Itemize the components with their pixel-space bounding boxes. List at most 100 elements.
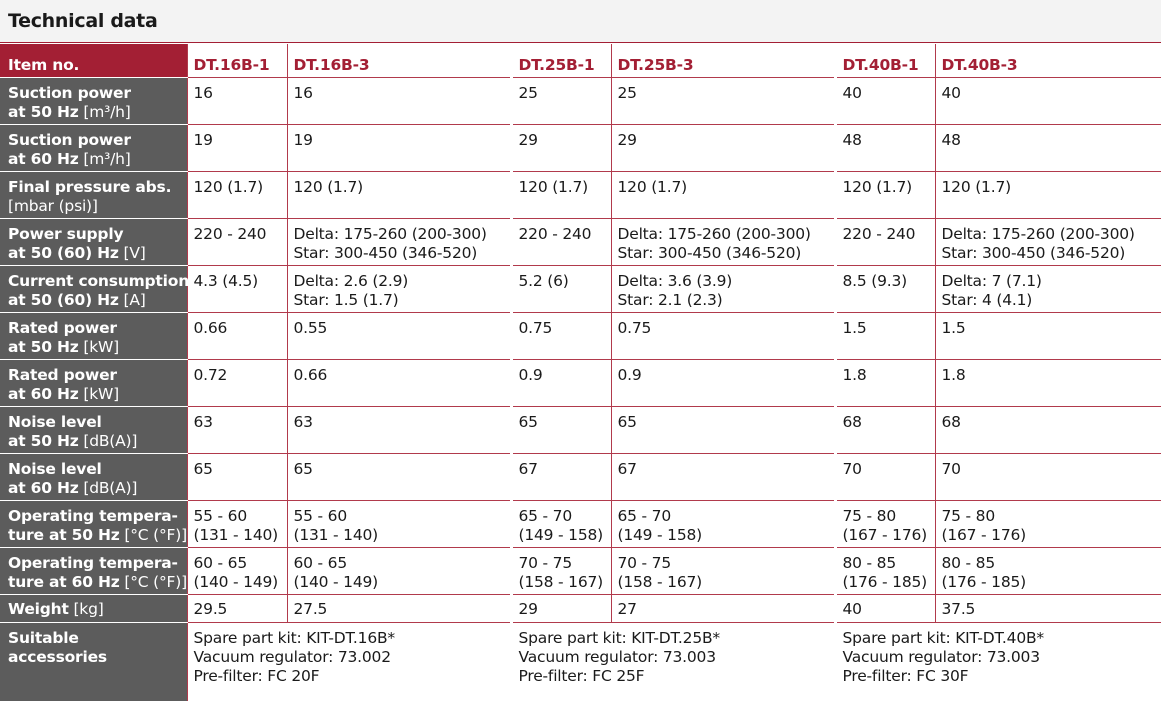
spec-value: 80 - 85(176 - 185)	[835, 547, 935, 594]
spec-value: 220 - 240	[187, 218, 287, 265]
header-label: Item no.	[0, 44, 187, 77]
spec-row: Final pressure abs.[mbar (psi)]120 (1.7)…	[0, 171, 1161, 218]
spec-value-line: 40	[843, 84, 935, 103]
spec-value-line: 68	[942, 413, 1161, 432]
technical-data-table: Item no. DT.16B-1 DT.16B-3 DT.25B-1 DT.2…	[0, 44, 1161, 701]
spec-label-text: at 50 Hz	[8, 432, 79, 450]
spec-value-line: Delta: 175-260 (200-300)	[618, 225, 834, 244]
spec-value-line: 55 - 60	[294, 507, 510, 526]
accessory-item: Vacuum regulator: 73.003	[519, 648, 834, 667]
spec-label-line: at 50 (60) Hz [V]	[8, 244, 187, 263]
spec-label-text: Noise level	[8, 413, 102, 431]
spec-label-line: Rated power	[8, 319, 187, 338]
spec-value-line: (158 - 167)	[519, 573, 611, 592]
spec-label-text: at 50 (60) Hz	[8, 291, 119, 309]
accessory-item: Pre-filter: FC 25F	[519, 667, 834, 686]
weight-label-text: Weight	[8, 600, 69, 618]
spec-value: 60 - 65(140 - 149)	[187, 547, 287, 594]
spec-value-line: 63	[294, 413, 510, 432]
spec-value-line: 80 - 85	[843, 554, 935, 573]
accessory-item: Vacuum regulator: 73.002	[194, 648, 510, 667]
spec-value-line: (140 - 149)	[294, 573, 510, 592]
spec-value: 0.75	[511, 312, 611, 359]
spec-value: 1.8	[835, 359, 935, 406]
spec-unit: [kW]	[83, 385, 119, 403]
spec-label-text: at 60 Hz	[8, 479, 79, 497]
spec-value-line: (131 - 140)	[294, 526, 510, 545]
spec-value-line: 67	[618, 460, 834, 479]
model-header: DT.25B-1	[511, 44, 611, 77]
spec-value: 63	[287, 406, 511, 453]
spec-value: 40	[935, 77, 1161, 124]
spec-value-line: Star: 300-450 (346-520)	[942, 244, 1161, 263]
spec-value: 67	[611, 453, 835, 500]
spec-value-line: 16	[194, 84, 287, 103]
spec-label-line: ture at 60 Hz [°C (°F)]	[8, 573, 187, 592]
page-title: Technical data	[8, 10, 158, 32]
spec-label-line: at 50 Hz [dB(A)]	[8, 432, 187, 451]
spec-value-line: 120 (1.7)	[942, 178, 1161, 197]
spec-label-text: Rated power	[8, 319, 117, 337]
spec-value: 80 - 85(176 - 185)	[935, 547, 1161, 594]
spec-unit: [°C (°F)]	[124, 526, 187, 544]
spec-row: Operating tempera-ture at 60 Hz [°C (°F)…	[0, 547, 1161, 594]
spec-label-text: Suction power	[8, 84, 131, 102]
spec-value-line: (131 - 140)	[194, 526, 287, 545]
spec-label-text: at 60 Hz	[8, 385, 79, 403]
spec-value: 0.55	[287, 312, 511, 359]
spec-value-line: 29	[519, 131, 611, 150]
spec-label-text: Noise level	[8, 460, 102, 478]
spec-value: 0.9	[611, 359, 835, 406]
spec-value-line: 220 - 240	[843, 225, 935, 244]
spec-row: Operating tempera-ture at 50 Hz [°C (°F)…	[0, 500, 1161, 547]
spec-value-line: 0.9	[519, 366, 611, 385]
spec-value: 8.5 (9.3)	[835, 265, 935, 312]
spec-label-line: Operating tempera-	[8, 554, 187, 573]
spec-label-text: at 50 Hz	[8, 338, 79, 356]
title-bar: Technical data	[0, 0, 1161, 43]
spec-value-line: Star: 1.5 (1.7)	[294, 291, 510, 310]
spec-value-line: 25	[618, 84, 834, 103]
accessory-item: Spare part kit: KIT-DT.16B*	[194, 629, 510, 648]
spec-value-line: 48	[942, 131, 1161, 150]
spec-value-line: 67	[519, 460, 611, 479]
spec-value-line: 0.66	[194, 319, 287, 338]
model-header: DT.40B-3	[935, 44, 1161, 77]
spec-value: 220 - 240	[835, 218, 935, 265]
weight-value: 37.5	[935, 594, 1161, 622]
accessory-item: Pre-filter: FC 20F	[194, 667, 510, 686]
spec-value: 29	[611, 124, 835, 171]
spec-label-line: at 60 Hz [m³/h]	[8, 150, 187, 169]
spec-value: 25	[511, 77, 611, 124]
spec-value: 0.9	[511, 359, 611, 406]
accessory-item: Pre-filter: FC 30F	[843, 667, 1161, 686]
weight-value: 29.5	[187, 594, 287, 622]
spec-unit: [kW]	[83, 338, 119, 356]
weight-value: 40	[835, 594, 935, 622]
spec-value-line: 120 (1.7)	[843, 178, 935, 197]
spec-value: Delta: 175-260 (200-300)Star: 300-450 (3…	[935, 218, 1161, 265]
weight-value: 27	[611, 594, 835, 622]
spec-label-line: Power supply	[8, 225, 187, 244]
spec-value-line: 70 - 75	[519, 554, 611, 573]
accessory-item: Spare part kit: KIT-DT.25B*	[519, 629, 834, 648]
spec-value: 120 (1.7)	[935, 171, 1161, 218]
spec-value-line: 120 (1.7)	[618, 178, 834, 197]
spec-label-text: Final pressure abs.	[8, 178, 171, 196]
spec-value-line: 80 - 85	[942, 554, 1161, 573]
spec-value-line: 0.55	[294, 319, 510, 338]
weight-value: 27.5	[287, 594, 511, 622]
spec-value-line: 1.5	[843, 319, 935, 338]
accessory-item: Vacuum regulator: 73.003	[843, 648, 1161, 667]
spec-value-line: Delta: 175-260 (200-300)	[294, 225, 510, 244]
accessories-label-text: accessories	[8, 648, 187, 667]
spec-value-line: 19	[194, 131, 287, 150]
